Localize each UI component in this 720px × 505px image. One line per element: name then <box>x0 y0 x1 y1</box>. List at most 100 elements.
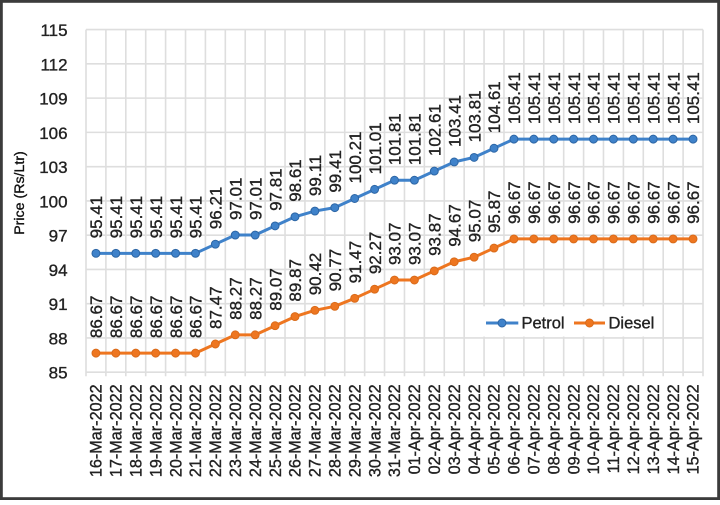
svg-text:23-Mar-2022: 23-Mar-2022 <box>227 384 245 477</box>
svg-text:96.21: 96.21 <box>207 187 226 230</box>
svg-text:14-Apr-2022: 14-Apr-2022 <box>665 384 683 474</box>
svg-text:105.41: 105.41 <box>684 72 703 124</box>
svg-text:92.27: 92.27 <box>366 232 385 275</box>
svg-text:10-Apr-2022: 10-Apr-2022 <box>585 384 603 474</box>
svg-text:16-Mar-2022: 16-Mar-2022 <box>88 384 106 477</box>
svg-text:100: 100 <box>39 192 67 211</box>
svg-text:19-Mar-2022: 19-Mar-2022 <box>147 384 165 477</box>
svg-text:94.67: 94.67 <box>445 204 464 247</box>
svg-text:95.41: 95.41 <box>87 196 106 239</box>
svg-text:11-Apr-2022: 11-Apr-2022 <box>605 384 623 473</box>
svg-text:95.41: 95.41 <box>187 196 206 239</box>
svg-text:13-Apr-2022: 13-Apr-2022 <box>645 384 663 474</box>
svg-text:102.61: 102.61 <box>426 104 445 156</box>
svg-text:85: 85 <box>49 364 68 383</box>
svg-text:86.67: 86.67 <box>187 296 206 339</box>
svg-text:26-Mar-2022: 26-Mar-2022 <box>287 384 305 477</box>
svg-text:103: 103 <box>39 158 67 177</box>
svg-text:09-Apr-2022: 09-Apr-2022 <box>565 384 583 474</box>
svg-text:94: 94 <box>49 261 68 280</box>
svg-text:105.41: 105.41 <box>525 72 544 124</box>
svg-text:112: 112 <box>40 55 67 74</box>
svg-text:101.01: 101.01 <box>366 122 385 174</box>
svg-text:105.41: 105.41 <box>585 72 604 124</box>
svg-text:03-Apr-2022: 03-Apr-2022 <box>446 384 464 474</box>
svg-text:96.67: 96.67 <box>585 181 604 224</box>
svg-text:105.41: 105.41 <box>625 72 644 124</box>
svg-text:01-Apr-2022: 01-Apr-2022 <box>406 384 424 474</box>
svg-text:105.41: 105.41 <box>605 72 624 124</box>
svg-text:97.81: 97.81 <box>266 168 285 211</box>
svg-text:96.67: 96.67 <box>565 181 584 224</box>
svg-text:95.41: 95.41 <box>147 196 166 239</box>
svg-text:96.67: 96.67 <box>684 181 703 224</box>
svg-text:86.67: 86.67 <box>107 296 126 339</box>
svg-text:96.67: 96.67 <box>525 181 544 224</box>
svg-text:20-Mar-2022: 20-Mar-2022 <box>167 384 185 477</box>
svg-text:98.61: 98.61 <box>286 159 305 202</box>
svg-text:93.07: 93.07 <box>386 222 405 265</box>
svg-text:07-Apr-2022: 07-Apr-2022 <box>526 384 544 474</box>
svg-text:17-Mar-2022: 17-Mar-2022 <box>108 384 126 477</box>
svg-text:103.81: 103.81 <box>465 90 484 142</box>
svg-text:96.67: 96.67 <box>644 181 663 224</box>
svg-text:05-Apr-2022: 05-Apr-2022 <box>486 384 504 474</box>
svg-text:97: 97 <box>49 227 68 246</box>
svg-text:04-Apr-2022: 04-Apr-2022 <box>466 384 484 474</box>
svg-text:88.27: 88.27 <box>246 277 265 320</box>
svg-text:25-Mar-2022: 25-Mar-2022 <box>267 384 285 477</box>
svg-text:97.01: 97.01 <box>226 178 245 221</box>
svg-text:90.77: 90.77 <box>326 249 345 292</box>
svg-text:93.07: 93.07 <box>406 222 425 265</box>
svg-text:95.87: 95.87 <box>485 191 504 234</box>
svg-text:29-Mar-2022: 29-Mar-2022 <box>346 384 364 477</box>
svg-text:103.41: 103.41 <box>445 95 464 147</box>
svg-text:28-Mar-2022: 28-Mar-2022 <box>326 384 344 477</box>
svg-text:99.41: 99.41 <box>326 150 345 193</box>
svg-text:105.41: 105.41 <box>565 72 584 124</box>
svg-text:Petrol: Petrol <box>522 315 565 333</box>
svg-text:21-Mar-2022: 21-Mar-2022 <box>187 384 205 477</box>
svg-text:18-Mar-2022: 18-Mar-2022 <box>127 384 145 477</box>
svg-text:99.11: 99.11 <box>306 155 325 196</box>
svg-text:109: 109 <box>39 90 67 109</box>
svg-text:Price (Rs/Ltr): Price (Rs/Ltr) <box>12 151 28 235</box>
svg-text:02-Apr-2022: 02-Apr-2022 <box>426 384 444 474</box>
svg-text:24-Mar-2022: 24-Mar-2022 <box>247 384 265 477</box>
svg-text:Diesel: Diesel <box>609 315 655 333</box>
svg-text:106: 106 <box>39 124 67 143</box>
svg-text:96.67: 96.67 <box>605 181 624 224</box>
svg-text:22-Mar-2022: 22-Mar-2022 <box>207 384 225 477</box>
svg-text:97.01: 97.01 <box>246 178 265 221</box>
svg-text:12-Apr-2022: 12-Apr-2022 <box>625 384 643 474</box>
svg-text:104.61: 104.61 <box>485 81 504 133</box>
svg-text:95.41: 95.41 <box>107 196 126 239</box>
svg-text:88: 88 <box>49 329 68 348</box>
svg-text:08-Apr-2022: 08-Apr-2022 <box>545 384 563 474</box>
svg-text:95.41: 95.41 <box>167 196 186 239</box>
svg-text:86.67: 86.67 <box>147 296 166 339</box>
svg-text:105.41: 105.41 <box>664 72 683 124</box>
svg-text:87.47: 87.47 <box>207 286 226 329</box>
svg-text:105.41: 105.41 <box>545 72 564 124</box>
svg-text:31-Mar-2022: 31-Mar-2022 <box>386 384 404 477</box>
svg-text:30-Mar-2022: 30-Mar-2022 <box>366 384 384 477</box>
svg-text:105.41: 105.41 <box>505 72 524 124</box>
svg-text:115: 115 <box>40 21 67 40</box>
svg-text:96.67: 96.67 <box>625 181 644 224</box>
svg-text:95.41: 95.41 <box>127 196 146 239</box>
svg-text:105.41: 105.41 <box>644 72 663 124</box>
svg-text:96.67: 96.67 <box>505 181 524 224</box>
svg-text:91: 91 <box>49 295 68 314</box>
svg-text:86.67: 86.67 <box>127 296 146 339</box>
svg-text:86.67: 86.67 <box>167 296 186 339</box>
svg-text:15-Apr-2022: 15-Apr-2022 <box>685 384 703 474</box>
svg-text:90.42: 90.42 <box>306 253 325 296</box>
svg-text:101.81: 101.81 <box>386 113 405 165</box>
svg-text:27-Mar-2022: 27-Mar-2022 <box>307 384 325 477</box>
svg-text:96.67: 96.67 <box>545 181 564 224</box>
svg-text:100.21: 100.21 <box>346 132 365 184</box>
svg-text:88.27: 88.27 <box>226 277 245 320</box>
svg-text:96.67: 96.67 <box>664 181 683 224</box>
svg-text:89.87: 89.87 <box>286 259 305 302</box>
